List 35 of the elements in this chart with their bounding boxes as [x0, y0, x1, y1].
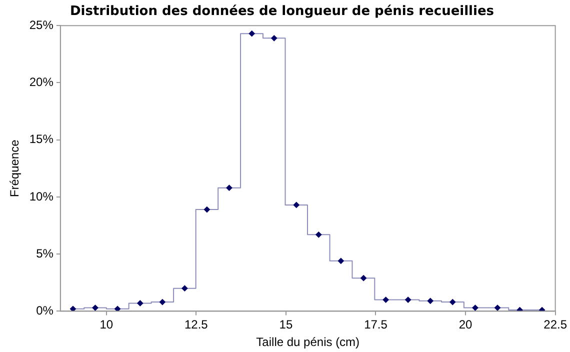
x-tick-label: 10	[100, 318, 114, 332]
point	[382, 296, 389, 303]
point	[338, 258, 344, 264]
y-tick-label: 5%	[36, 246, 54, 260]
x-axis-title: Taille du pénis (cm)	[256, 335, 360, 350]
y-axis-title: Fréquence	[8, 139, 22, 198]
point	[226, 184, 232, 191]
y-tick-label: 15%	[29, 132, 54, 146]
x-tick-label: 17.5	[364, 318, 388, 332]
point	[70, 306, 76, 312]
y-tick-label: 10%	[29, 189, 54, 204]
point	[405, 296, 412, 303]
point	[137, 300, 144, 306]
point	[316, 232, 322, 238]
point	[360, 275, 367, 282]
point	[293, 202, 300, 208]
point	[248, 30, 255, 37]
point	[494, 304, 500, 311]
y-tick-label: 20%	[29, 75, 54, 90]
chart-title: Distribution des données de longueur de pénis recueillies	[70, 4, 494, 20]
y-tick-label: 25%	[29, 18, 54, 32]
point	[114, 306, 121, 312]
point	[159, 299, 166, 306]
point	[450, 299, 456, 306]
point	[427, 298, 434, 304]
point	[204, 206, 210, 213]
x-tick-label: 15	[279, 318, 293, 332]
x-tick-label: 22.5	[544, 318, 568, 332]
point	[92, 304, 98, 311]
point	[472, 304, 478, 311]
y-tick-label: 0%	[36, 304, 54, 318]
x-tick-label: 20	[458, 318, 473, 332]
point	[182, 285, 188, 292]
x-tick-label: 12.5	[184, 318, 208, 332]
point	[271, 35, 278, 42]
